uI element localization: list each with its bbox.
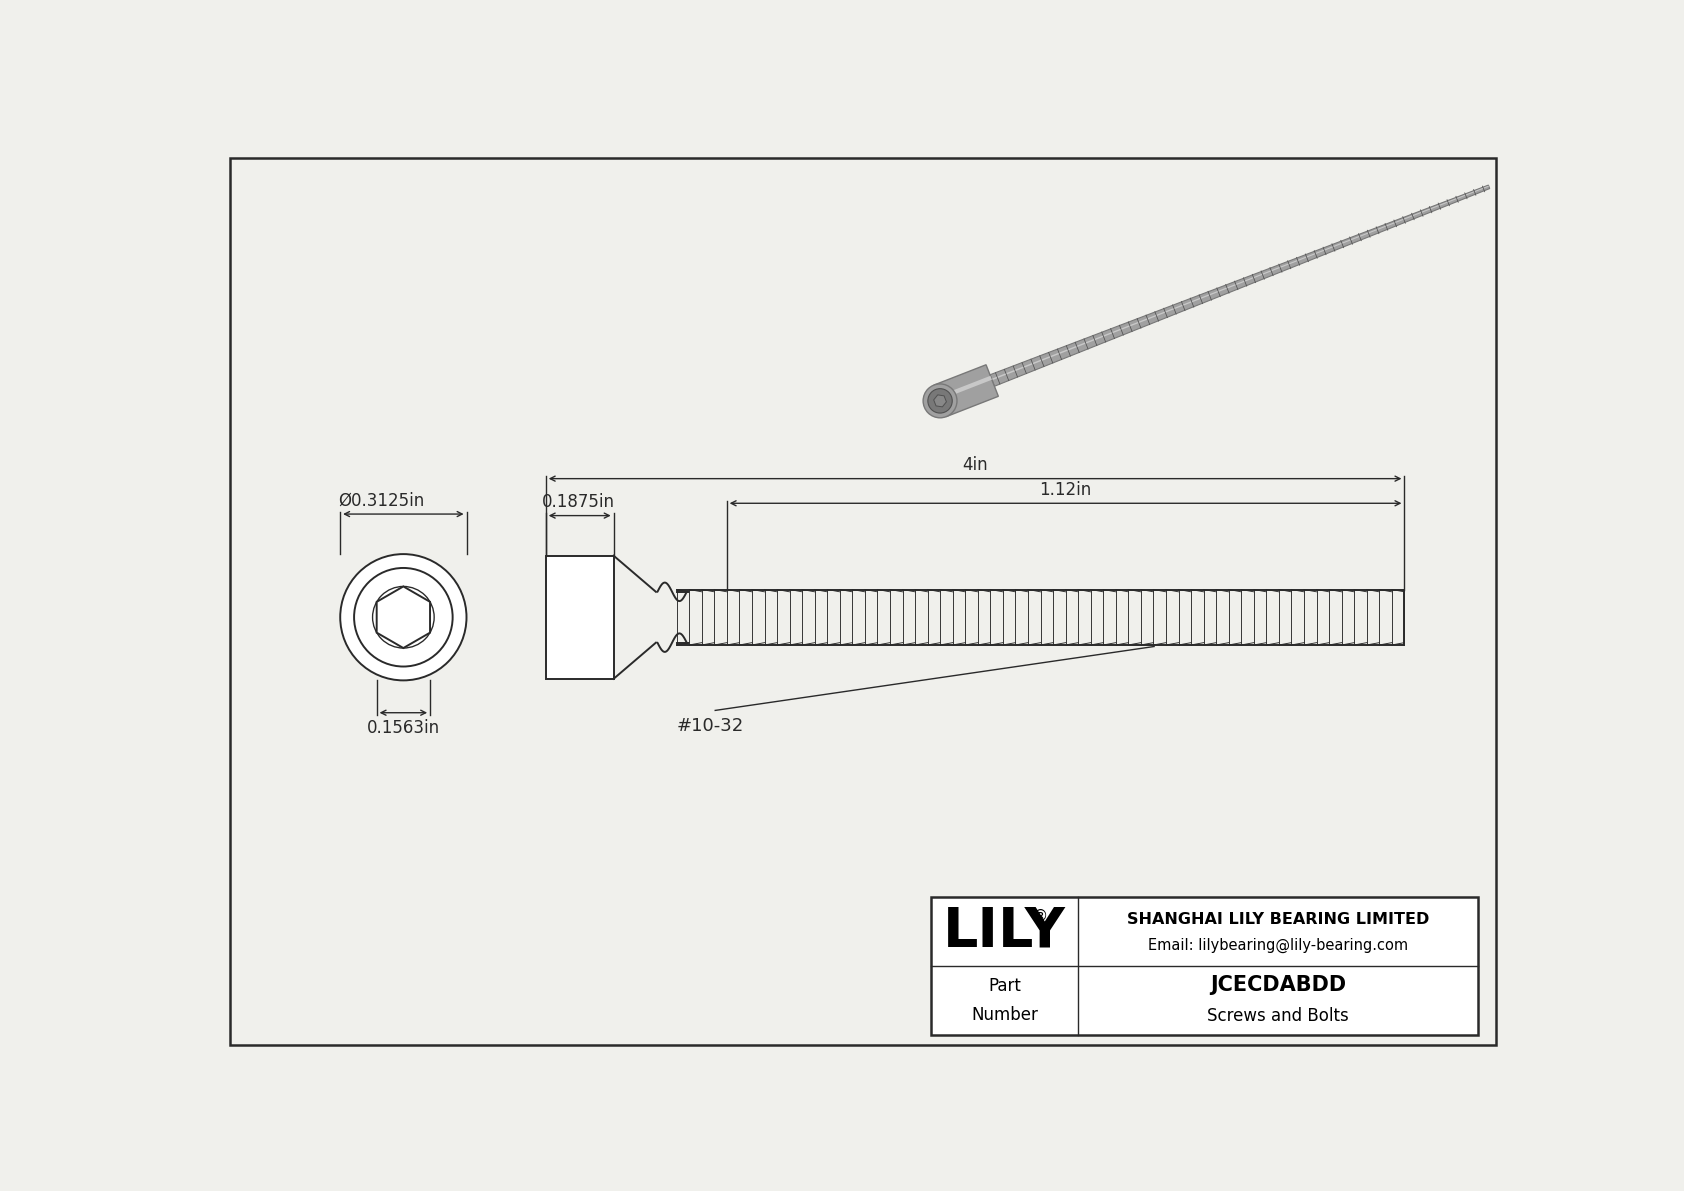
Bar (931, 897, 1477, 1035)
Polygon shape (935, 364, 999, 417)
Text: 0.1875in: 0.1875in (542, 493, 615, 511)
Text: Email: lilybearing@lily-bearing.com: Email: lilybearing@lily-bearing.com (1148, 937, 1408, 953)
Text: #10-32: #10-32 (677, 717, 744, 735)
Text: LILY: LILY (943, 904, 1066, 959)
Text: 4in: 4in (962, 456, 989, 474)
Text: ®: ® (1034, 909, 1049, 923)
Text: Part
Number: Part Number (972, 977, 1037, 1024)
Text: JCECDABDD: JCECDABDD (1209, 975, 1346, 996)
Circle shape (340, 554, 466, 680)
Text: 0.1563in: 0.1563in (367, 719, 440, 737)
Polygon shape (938, 376, 992, 400)
Polygon shape (933, 395, 946, 407)
Polygon shape (992, 186, 1489, 380)
Polygon shape (377, 586, 429, 648)
Polygon shape (990, 185, 1490, 386)
Text: Ø0.3125in: Ø0.3125in (338, 492, 424, 510)
Circle shape (928, 388, 951, 413)
Bar (546, 556, 613, 679)
Text: Screws and Bolts: Screws and Bolts (1207, 1006, 1349, 1025)
Text: SHANGHAI LILY BEARING LIMITED: SHANGHAI LILY BEARING LIMITED (1127, 912, 1430, 927)
Text: 1.12in: 1.12in (1039, 481, 1091, 499)
Circle shape (923, 384, 957, 418)
